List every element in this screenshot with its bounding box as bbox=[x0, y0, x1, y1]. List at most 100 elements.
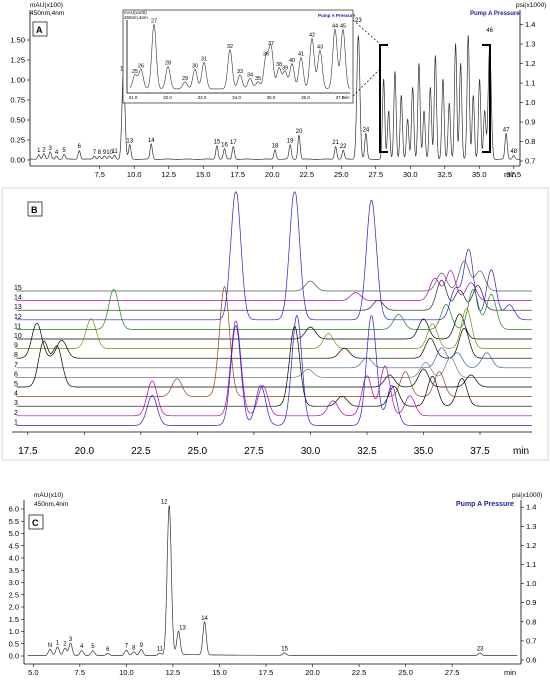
panel-c-peak-label: 7 bbox=[125, 644, 129, 650]
inset-peak-label: 33 bbox=[237, 69, 243, 75]
panel-a-y2-ticks: 0.7 0.8 0.9 1.0 1.1 1.2 1.3 1.4 bbox=[520, 20, 535, 166]
inset-peak-label: 45 bbox=[340, 24, 346, 30]
panel-b-series-label: 5 bbox=[14, 381, 18, 388]
inset-trace bbox=[129, 23, 351, 90]
panel-c-chromatogram-trace bbox=[27, 505, 518, 656]
panel-c-peak-label: 9 bbox=[140, 643, 144, 649]
panel-b-series-label: 6 bbox=[14, 371, 18, 378]
panel-a-peak-label: 15 bbox=[214, 139, 221, 145]
panel-c-y-tick-label: 4.0 bbox=[9, 554, 19, 563]
panel-c-y-tick-label: 4.5 bbox=[9, 541, 19, 550]
panel-a-x-tick-label: 7.5 bbox=[94, 170, 104, 179]
panel-a-peak-label: 16 bbox=[221, 143, 228, 149]
panel-a-y2-tick-label: 0.8 bbox=[525, 137, 535, 146]
panel-b-trace bbox=[16, 347, 532, 369]
panel-a-y2-tick-label: 1.4 bbox=[525, 20, 535, 29]
panel-b-x-tick-label: 22.5 bbox=[131, 446, 151, 457]
panel-b-series-label: 7 bbox=[14, 362, 18, 369]
panel-c-peak-label: 13 bbox=[179, 626, 186, 632]
panel-c-left-unit: mAU(x10) bbox=[34, 492, 63, 499]
panel-a-peak-label: 10 bbox=[106, 150, 113, 156]
panel-b-series-label: 11 bbox=[14, 323, 21, 330]
panel-c-y-tick-label: 2.0 bbox=[9, 603, 19, 612]
panel-a-x-tick-label: 15.0 bbox=[196, 170, 211, 179]
inset-peak-label: 39 bbox=[282, 66, 288, 72]
panel-a-y-tick-label: 0.75 bbox=[10, 96, 25, 105]
panel-a-peak-label: 14 bbox=[148, 138, 155, 144]
panel-a-y-tick-label: 0.00 bbox=[10, 156, 25, 165]
panel-b-x-tick-label: 32.5 bbox=[357, 446, 377, 457]
panel-b: B 15 14 13 12 11 10 9 8 7 6 5 4 3 2 1 17.5 20.0 22.5 25.0… bbox=[1, 187, 549, 461]
panel-c-x-tick-label: min bbox=[504, 668, 516, 677]
panel-a-peak-label: 22 bbox=[340, 144, 347, 150]
inset-detector: 450nm,4nm bbox=[124, 15, 148, 20]
panel-a-y-tick-label: 1.50 bbox=[10, 36, 25, 45]
panel-b-letter: B bbox=[31, 205, 38, 215]
panel-c-y-tick-label: 1.0 bbox=[9, 627, 19, 636]
panel-a-y2-tick-label: 1.3 bbox=[525, 40, 535, 49]
panel-b-series-labels: 15 14 13 12 11 10 9 8 7 6 5 4 3 2 1 bbox=[14, 285, 22, 426]
panel-c-x-tick-label: 27.5 bbox=[445, 668, 460, 677]
inset-x-tick-label: 34.0 bbox=[232, 95, 241, 100]
inset-peak-label: 27 bbox=[151, 19, 157, 25]
panel-c-y-tick-label: 2.5 bbox=[9, 590, 19, 599]
panel-a: A mAU(x100) 450nm,4nm psi(x1000) Pump A … bbox=[10, 2, 546, 179]
panel-c-y-tick-label: 0.0 bbox=[9, 652, 19, 661]
panel-b-trace bbox=[16, 270, 532, 301]
panel-c-y2-tick-label: 0.8 bbox=[526, 617, 536, 626]
panel-c-peak-label: 8 bbox=[132, 645, 136, 651]
inset-peak-label: 37 bbox=[268, 41, 274, 47]
panel-b-trace bbox=[16, 326, 532, 407]
panel-a-peak-label: 7 bbox=[93, 150, 97, 156]
panel-a-y2-tick-label: 1.1 bbox=[525, 79, 535, 88]
panel-c-y-tick-label: 5.5 bbox=[9, 517, 19, 526]
panel-c-x-tick-label: 17.5 bbox=[259, 668, 274, 677]
panel-c-y2-tick-label: 0.9 bbox=[526, 598, 536, 607]
panel-a-peak-label: 11 bbox=[111, 149, 118, 155]
panel-a-peak-label: 6 bbox=[78, 144, 82, 150]
panel-b-series-label: 14 bbox=[14, 295, 22, 302]
panel-c-pressure-label: Pump A Pressure bbox=[456, 501, 514, 508]
inset-peak-label: 36 bbox=[263, 52, 269, 58]
panel-b-series-label: 1 bbox=[14, 419, 18, 426]
panel-c-y2-tick-label: 1.0 bbox=[526, 579, 536, 588]
panel-a-y-tick-label: 0.50 bbox=[10, 116, 25, 125]
panel-a-inset: mAU(x100) 450nm,4nm Pump A Pressure 31.0… bbox=[122, 9, 356, 104]
panel-a-x-tick-label: min bbox=[504, 170, 516, 179]
panel-b-x-ticks: 17.5 20.0 22.5 25.0 27.5 30.0 32.5 35.0 37.5 min bbox=[18, 432, 529, 457]
panel-b-trace bbox=[16, 285, 532, 397]
panel-a-x-tick-label: 20.0 bbox=[265, 170, 280, 179]
panel-c-peak-label: 6 bbox=[106, 647, 110, 653]
panel-b-series-label: 4 bbox=[14, 391, 18, 398]
panel-b-trace bbox=[16, 320, 532, 417]
panel-b-x-tick-label: 25.0 bbox=[188, 446, 208, 457]
panel-c-y2-tick-label: 1.2 bbox=[526, 541, 536, 550]
panel-a-peak-label: 19 bbox=[287, 139, 294, 145]
panel-a-peak-label: 47 bbox=[503, 127, 510, 133]
panel-c-y-tick-label: 3.0 bbox=[9, 578, 19, 587]
panel-c-peak-label: 11 bbox=[157, 647, 164, 653]
panel-c-y2-tick-label: 0.6 bbox=[526, 656, 536, 665]
panel-c-y-tick-label: 6.0 bbox=[9, 505, 19, 514]
inset-x-tick-label: 36.0 bbox=[301, 95, 310, 100]
panel-a-y-tick-label: 1.25 bbox=[10, 56, 25, 65]
panel-c-y-ticks: 0.0 0.5 1.0 1.5 2.0 2.5 3.0 3.5 4.0 4.5 5.0 5.5 6.0 bbox=[9, 505, 24, 661]
panel-c-letter: C bbox=[32, 518, 39, 528]
panel-a-y2-tick-label: 1.2 bbox=[525, 59, 535, 68]
panel-c-peak-label: 12 bbox=[161, 500, 168, 506]
panel-a-peak-label: 8 bbox=[98, 150, 102, 156]
panel-c-right-unit: psi(x1000) bbox=[512, 492, 542, 499]
panel-b-x-tick-label: 20.0 bbox=[75, 446, 95, 457]
inset-peak-label: 31 bbox=[201, 56, 207, 62]
panel-b-series-label: 10 bbox=[14, 333, 22, 340]
panel-b-x-tick-label: 35.0 bbox=[414, 446, 434, 457]
panel-c-x-tick-label: 20.0 bbox=[305, 668, 320, 677]
inset-peak-label: 29 bbox=[182, 76, 188, 82]
inset-x-tick-label: 35.0 bbox=[267, 95, 276, 100]
panel-c-y2-tick-label: 1.3 bbox=[526, 522, 536, 531]
inset-peak-label: 38 bbox=[276, 62, 282, 68]
panel-a-pressure-label: Pump A Pressure bbox=[470, 11, 520, 17]
inset-left-unit: mAU(x100) bbox=[124, 10, 147, 15]
